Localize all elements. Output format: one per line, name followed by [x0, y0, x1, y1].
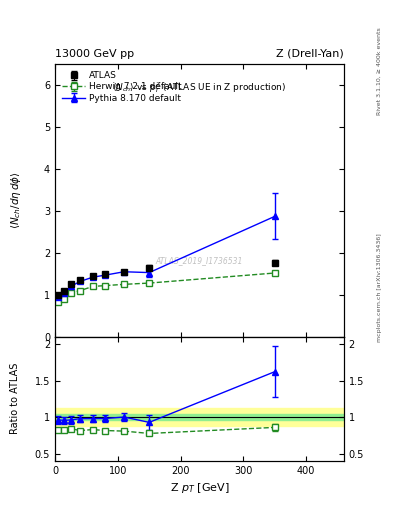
Legend: ATLAS, Herwig 7.2.1 default, Pythia 8.170 default: ATLAS, Herwig 7.2.1 default, Pythia 8.17… — [59, 69, 185, 105]
Text: Rivet 3.1.10, ≥ 400k events: Rivet 3.1.10, ≥ 400k events — [377, 27, 382, 115]
Text: 13000 GeV pp: 13000 GeV pp — [55, 49, 134, 59]
Bar — [55, 414, 344, 420]
Y-axis label: $\langle N_{ch}/d\eta\, d\phi\rangle$: $\langle N_{ch}/d\eta\, d\phi\rangle$ — [9, 172, 23, 229]
Text: Z (Drell-Yan): Z (Drell-Yan) — [276, 49, 344, 59]
Text: $\langle N_{ch}\rangle$ vs $p_T^Z$ (ATLAS UE in Z production): $\langle N_{ch}\rangle$ vs $p_T^Z$ (ATLA… — [112, 80, 286, 95]
Bar — [55, 408, 344, 426]
X-axis label: Z $p_T$ [GeV]: Z $p_T$ [GeV] — [170, 481, 229, 495]
Text: mcplots.cern.ch [arXiv:1306.3436]: mcplots.cern.ch [arXiv:1306.3436] — [377, 233, 382, 343]
Text: ATLAS_2019_I1736531: ATLAS_2019_I1736531 — [156, 256, 243, 265]
Y-axis label: Ratio to ATLAS: Ratio to ATLAS — [10, 363, 20, 435]
